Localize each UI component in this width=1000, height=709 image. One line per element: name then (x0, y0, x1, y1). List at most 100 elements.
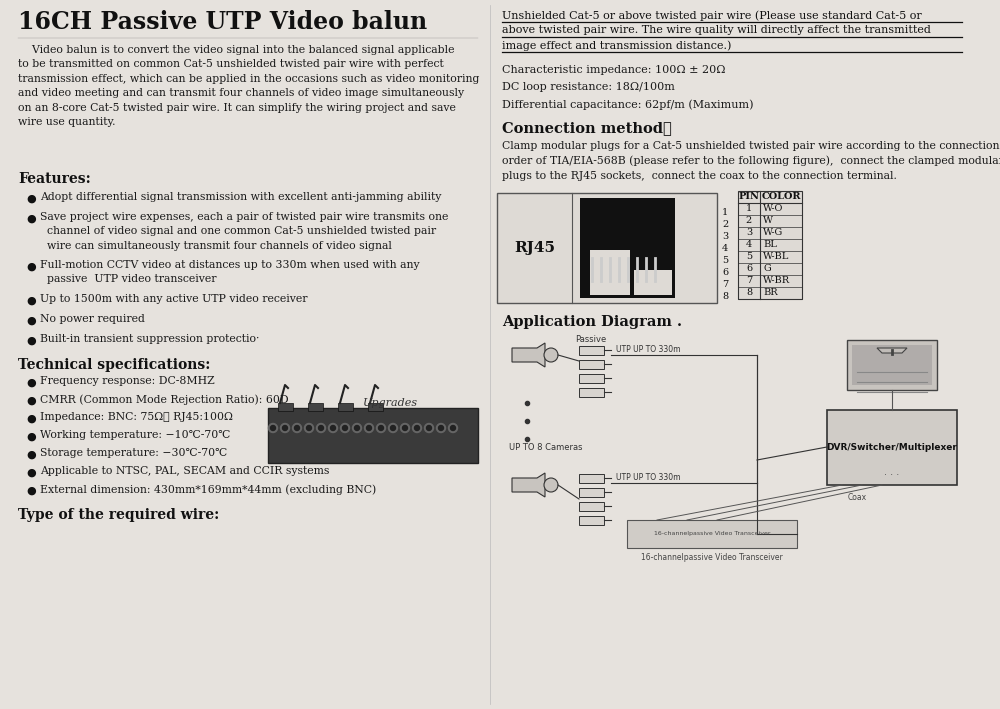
Text: 5: 5 (722, 256, 728, 265)
Text: ●: ● (26, 262, 36, 272)
Circle shape (270, 425, 276, 430)
Circle shape (388, 423, 398, 432)
Text: 1: 1 (722, 208, 728, 217)
Bar (579, 374, 604, 383)
Circle shape (400, 423, 410, 432)
Text: BR: BR (763, 288, 778, 297)
Circle shape (415, 425, 420, 430)
Text: Adopt differential signal transmission with excellent anti-jamming ability: Adopt differential signal transmission w… (40, 192, 441, 202)
Circle shape (342, 425, 348, 430)
Polygon shape (877, 348, 907, 353)
Text: RJ45: RJ45 (514, 241, 556, 255)
Circle shape (448, 423, 458, 432)
Text: 2: 2 (746, 216, 752, 225)
Text: G: G (763, 264, 771, 273)
Bar (579, 360, 604, 369)
Text: ●: ● (26, 336, 36, 346)
Text: Connection method：: Connection method： (502, 121, 672, 135)
Text: External dimension: 430mm*169mm*44mm (excluding BNC): External dimension: 430mm*169mm*44mm (ex… (40, 484, 376, 495)
Text: 8: 8 (746, 288, 752, 297)
Text: Passive: Passive (575, 335, 607, 344)
Text: ●: ● (26, 214, 36, 224)
Circle shape (376, 423, 386, 432)
Text: Type of the required wire:: Type of the required wire: (18, 508, 219, 522)
Text: BL: BL (763, 240, 777, 249)
Bar (579, 388, 604, 397)
Circle shape (306, 425, 312, 430)
Circle shape (330, 425, 336, 430)
Text: W-BL: W-BL (763, 252, 789, 261)
Bar (579, 346, 604, 355)
Circle shape (318, 425, 324, 430)
Circle shape (340, 423, 350, 432)
Bar (847, 340, 937, 390)
Text: image effect and transmission distance.): image effect and transmission distance.) (502, 40, 731, 50)
Bar (497, 193, 717, 303)
Circle shape (544, 348, 558, 362)
Text: W: W (763, 216, 773, 225)
Text: 1: 1 (746, 204, 752, 213)
Text: 6: 6 (746, 264, 752, 273)
Text: ●: ● (26, 486, 36, 496)
Text: PIN: PIN (739, 192, 759, 201)
Bar (308, 403, 323, 411)
Circle shape (378, 425, 384, 430)
Circle shape (364, 423, 374, 432)
Text: 4: 4 (722, 244, 728, 253)
Text: Video balun is to convert the video signal into the balanced signal applicable
t: Video balun is to convert the video sign… (18, 45, 479, 127)
Circle shape (438, 425, 444, 430)
Circle shape (366, 425, 372, 430)
Text: Upgrades: Upgrades (362, 398, 418, 408)
Circle shape (424, 423, 434, 432)
Text: Features:: Features: (18, 172, 91, 186)
Text: 6: 6 (722, 268, 728, 277)
Text: Technical specifications:: Technical specifications: (18, 358, 210, 372)
Text: 3: 3 (722, 232, 728, 241)
Bar (338, 403, 353, 411)
Bar (579, 488, 604, 497)
Text: Built-in transient suppression protectio·: Built-in transient suppression protectio… (40, 334, 259, 344)
Bar (580, 198, 675, 298)
Text: Applicable to NTSC, PAL, SECAM and CCIR systems: Applicable to NTSC, PAL, SECAM and CCIR … (40, 466, 329, 476)
Text: above twisted pair wire. The wire quality will directly affect the transmitted: above twisted pair wire. The wire qualit… (502, 25, 931, 35)
Text: 2: 2 (722, 220, 728, 229)
Circle shape (390, 425, 396, 430)
Circle shape (436, 423, 446, 432)
Text: Unshielded Cat-5 or above twisted pair wire (Please use standard Cat-5 or: Unshielded Cat-5 or above twisted pair w… (502, 10, 922, 21)
Circle shape (268, 423, 278, 432)
Text: Frequency response: DC-8MHZ: Frequency response: DC-8MHZ (40, 376, 215, 386)
Circle shape (352, 423, 362, 432)
Text: 16-channelpassive Video Transceiver: 16-channelpassive Video Transceiver (641, 553, 783, 562)
Circle shape (413, 423, 422, 432)
Circle shape (354, 425, 360, 430)
Bar (738, 191, 802, 299)
Text: Storage temperature: −30℃-70℃: Storage temperature: −30℃-70℃ (40, 448, 227, 458)
Circle shape (292, 423, 302, 432)
Bar (268, 408, 478, 463)
Text: 5: 5 (746, 252, 752, 261)
Text: ●: ● (26, 296, 36, 306)
Circle shape (280, 423, 290, 432)
Text: Characteristic impedance: 100Ω ± 20Ω: Characteristic impedance: 100Ω ± 20Ω (502, 65, 726, 75)
Circle shape (294, 425, 300, 430)
Text: ●: ● (26, 432, 36, 442)
Circle shape (426, 425, 432, 430)
Text: Up to 1500m with any active UTP video receiver: Up to 1500m with any active UTP video re… (40, 294, 308, 304)
Text: Full-motion CCTV video at distances up to 330m when used with any
  passive  UTP: Full-motion CCTV video at distances up t… (40, 260, 420, 284)
Text: 7: 7 (722, 280, 728, 289)
Text: 7: 7 (746, 276, 752, 285)
Text: 16CH Passive UTP Video balun: 16CH Passive UTP Video balun (18, 10, 427, 34)
Polygon shape (512, 473, 545, 497)
Bar (278, 403, 293, 411)
Text: Clamp modular plugs for a Cat-5 unshielded twisted pair wire according to the co: Clamp modular plugs for a Cat-5 unshield… (502, 141, 1000, 181)
Text: W-O: W-O (763, 204, 783, 213)
Text: Save project wire expenses, each a pair of twisted pair wire transmits one
  cha: Save project wire expenses, each a pair … (40, 212, 448, 251)
Text: UTP UP TO 330m: UTP UP TO 330m (616, 473, 680, 482)
Text: W-G: W-G (763, 228, 783, 237)
Bar (852, 345, 932, 385)
Text: UP TO 8 Cameras: UP TO 8 Cameras (509, 443, 582, 452)
Text: DC loop resistance: 18Ω/100m: DC loop resistance: 18Ω/100m (502, 82, 675, 92)
Text: Application Diagram .: Application Diagram . (502, 315, 682, 329)
Text: ●: ● (26, 194, 36, 204)
Circle shape (402, 425, 408, 430)
